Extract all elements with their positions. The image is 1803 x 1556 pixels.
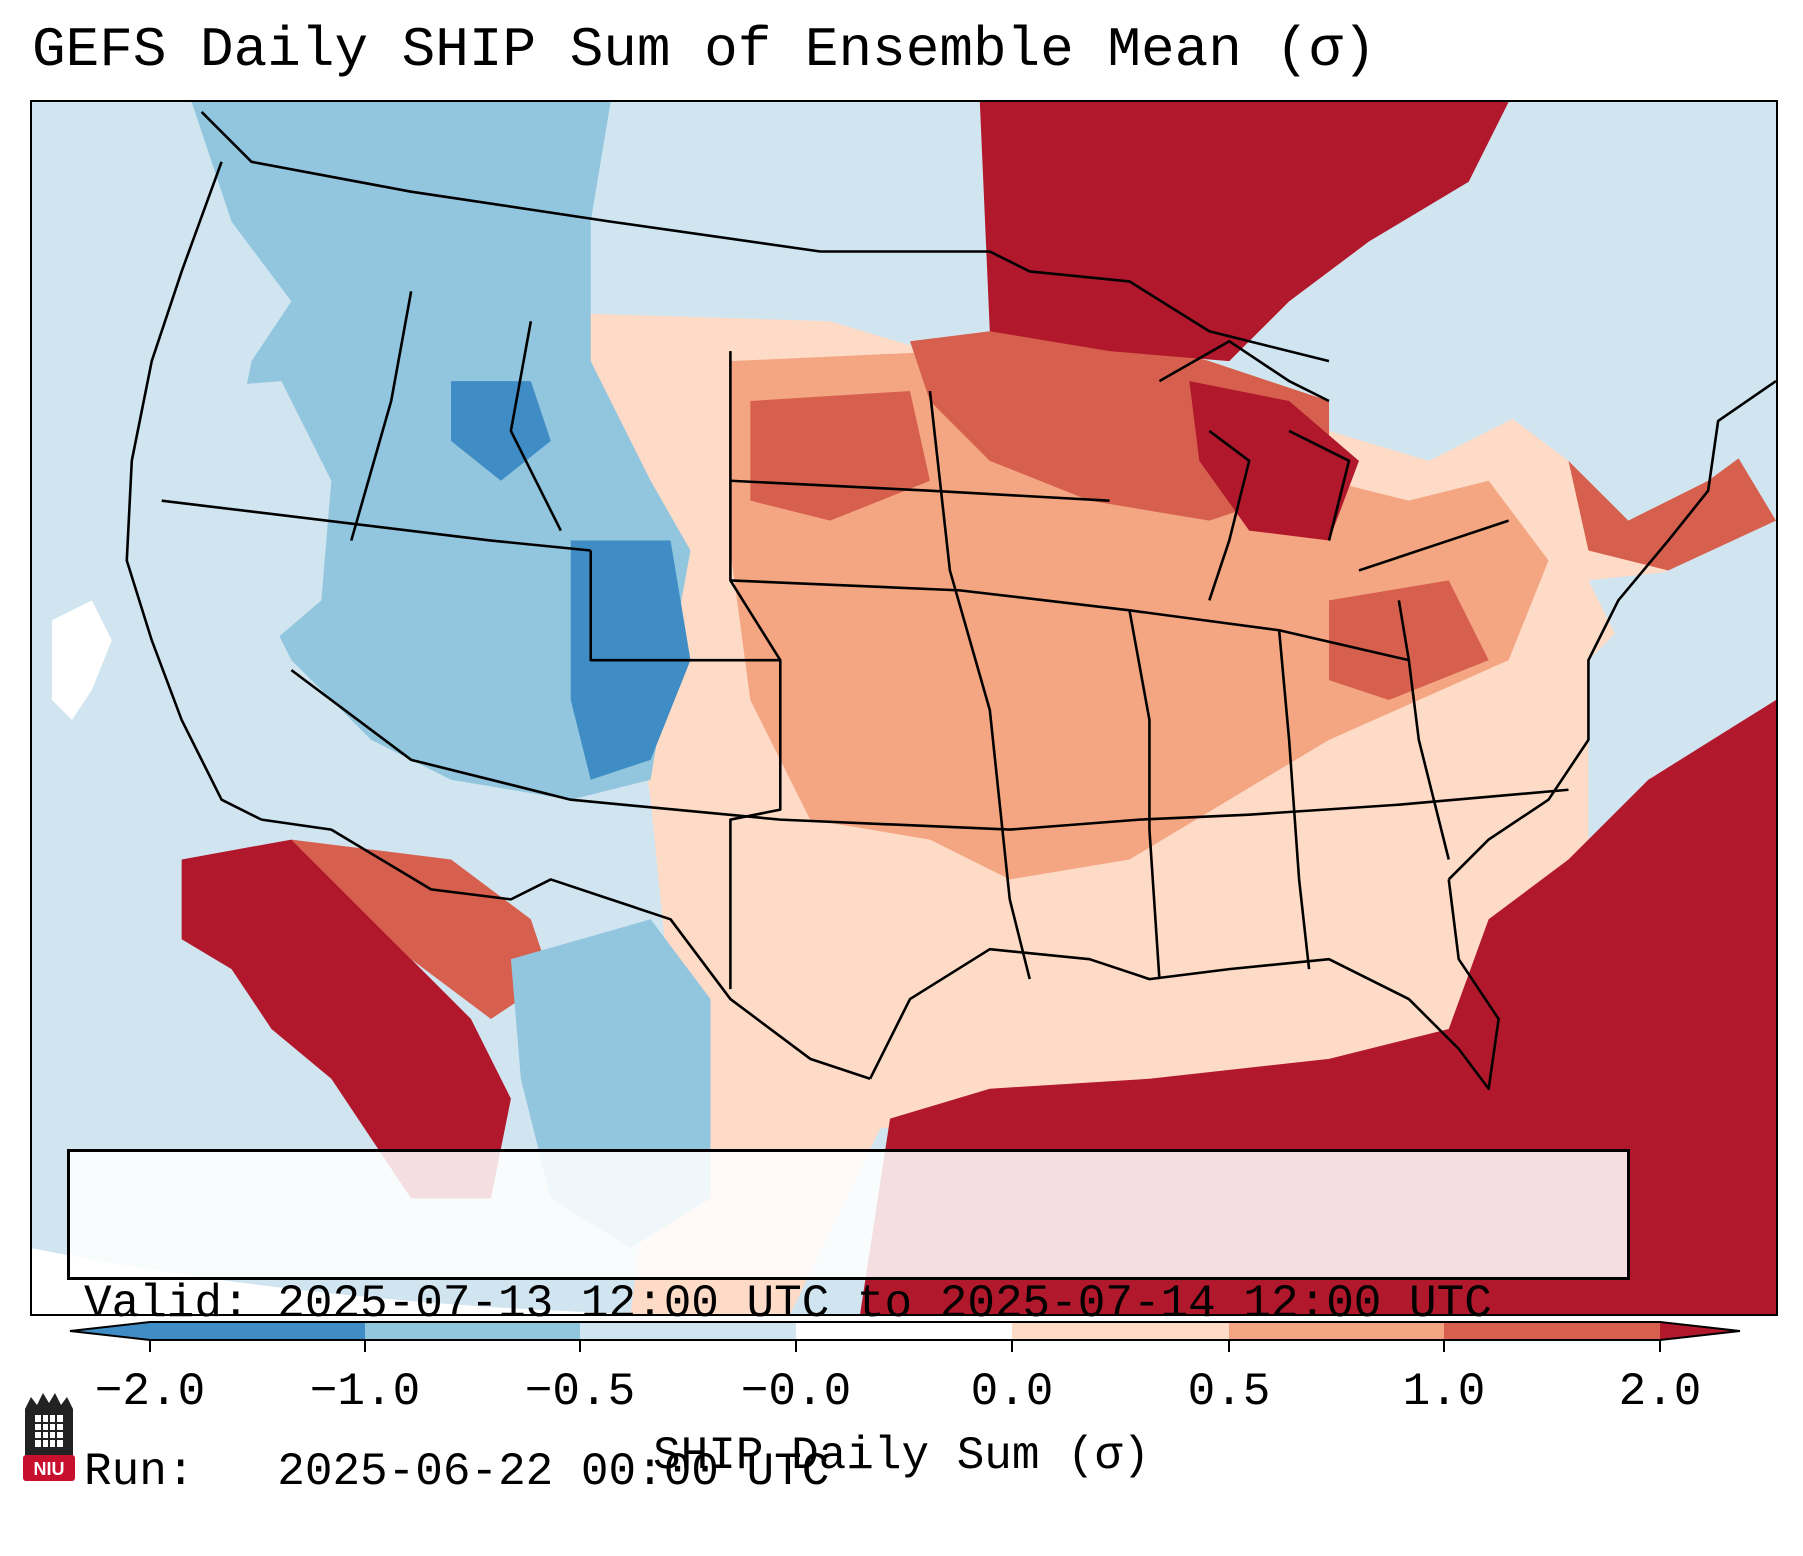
- anomaly-region-neutral: [51, 600, 112, 720]
- colorbar-segment: [1229, 1322, 1444, 1340]
- colorbar-tick-label: 0.5: [1187, 1366, 1271, 1418]
- colorbar-segment: [580, 1322, 796, 1340]
- niu-logo: NIU: [23, 1393, 75, 1481]
- anomaly-region-cool-northeast: [1408, 141, 1776, 521]
- run-time-text: Run: 2025-06-22 00:00 UTC: [84, 1446, 830, 1498]
- colorbar-segment: [1444, 1322, 1660, 1340]
- anomaly-region-medium: [730, 351, 1549, 880]
- colorbar-tick-label: 0.0: [970, 1366, 1054, 1418]
- colorbar-segment: [150, 1322, 365, 1340]
- info-box: Valid: 2025-07-13 12:00 UTC to 2025-07-1…: [67, 1149, 1630, 1498]
- colorbar-tick-label: −1.0: [309, 1366, 421, 1418]
- colorbar-segment: [796, 1322, 1012, 1340]
- colorbar-label: SHIP Daily Sum (σ): [653, 1430, 1150, 1482]
- colorbar-extend-high: [1660, 1322, 1740, 1340]
- anomaly-region-extreme-north: [979, 102, 1509, 362]
- anomaly-region-cool: [191, 102, 691, 800]
- anomaly-map: [32, 102, 1776, 1314]
- colorbar-tick-label: −0.0: [740, 1366, 852, 1418]
- colorbar-tick-label: 2.0: [1618, 1366, 1702, 1418]
- niu-logo-text: NIU: [34, 1459, 65, 1479]
- page-title: GEFS Daily SHIP Sum of Ensemble Mean (σ): [32, 18, 1377, 82]
- colorbar-segment: [365, 1322, 580, 1340]
- state-boundaries: [125, 111, 1776, 1091]
- colorbar-segment: [1012, 1322, 1229, 1340]
- projection-edge: [32, 1248, 930, 1314]
- colorbar-tick-label: −2.0: [94, 1366, 206, 1418]
- map-panel[interactable]: [30, 100, 1778, 1316]
- colorbar: [69, 1321, 1741, 1352]
- colorbar-tick-label: −0.5: [524, 1366, 636, 1418]
- colorbar-tick-label: 1.0: [1402, 1366, 1486, 1418]
- niu-logo-badge: [23, 1455, 75, 1481]
- anomaly-region-extreme-southwest: [181, 839, 511, 1199]
- colorbar-extend-low: [70, 1322, 150, 1340]
